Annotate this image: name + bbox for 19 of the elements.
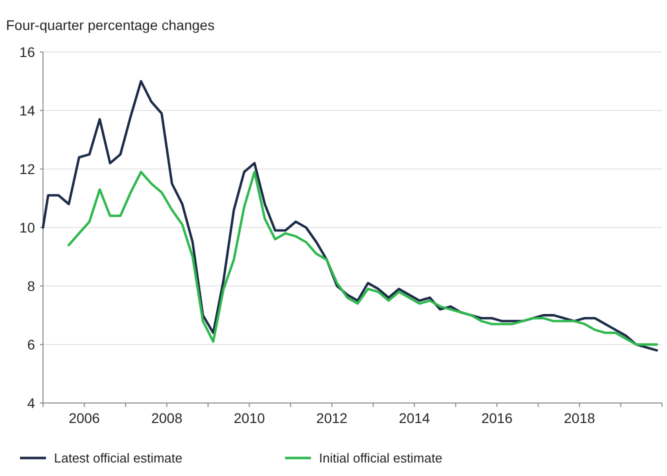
- legend-label: Initial official estimate: [319, 450, 442, 466]
- legend-label: Latest official estimate: [54, 450, 182, 466]
- y-tick-label: 12: [19, 160, 36, 177]
- chart-subtitle: Four-quarter percentage changes: [6, 17, 215, 33]
- y-tick-label: 6: [27, 336, 36, 352]
- line-series: [42, 80, 658, 352]
- y-tick-label: 4: [27, 394, 36, 411]
- y-tick-label: 14: [19, 102, 36, 118]
- y-tick-label: 10: [19, 219, 36, 236]
- x-tick-label: 2010: [234, 410, 266, 426]
- y-tick-label: 16: [19, 44, 36, 60]
- line-series: [68, 170, 658, 346]
- x-tick-label: 2014: [398, 410, 430, 426]
- x-tick-label: 2006: [68, 410, 100, 426]
- x-tick-label: 2008: [151, 410, 183, 426]
- x-tick-label: 2018: [564, 410, 596, 426]
- x-tick-label: 2016: [481, 410, 513, 426]
- x-tick-label: 2012: [316, 410, 348, 426]
- y-tick-label: 8: [27, 278, 36, 294]
